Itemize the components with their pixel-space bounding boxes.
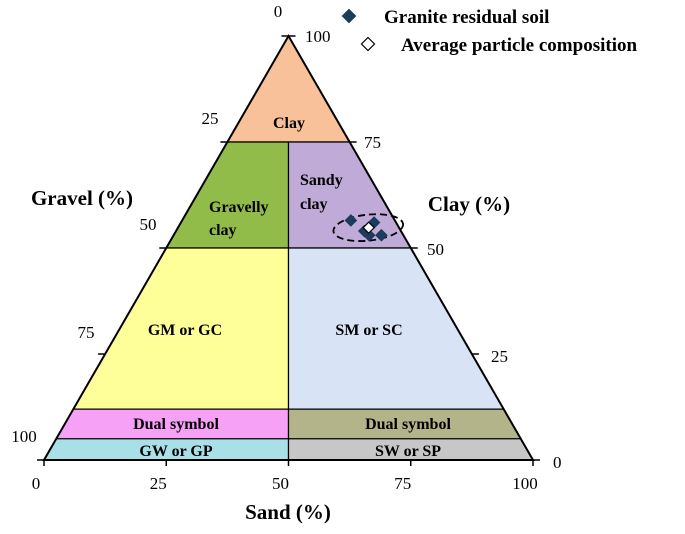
- legend-marker-average: [360, 36, 376, 52]
- average-point-1: [362, 221, 376, 234]
- clay-tick-label-0: 0: [553, 453, 562, 472]
- region-label-6: Dual symbol: [133, 416, 219, 433]
- legend-label-average: Average particle composition: [401, 35, 637, 56]
- clay-tick-label-50: 50: [427, 240, 444, 259]
- granite-point-5: [375, 228, 388, 242]
- sand-tick-label-50: 50: [272, 474, 289, 493]
- gravel-tick-label-25: 25: [202, 109, 219, 128]
- region-label-7: Dual symbol: [365, 416, 451, 433]
- region-label-9: SW or SP: [375, 443, 441, 460]
- legend-marker-granite: [341, 8, 357, 24]
- gravel-tick-label-100: 100: [11, 427, 37, 446]
- clay-tick-label-100: 100: [305, 27, 331, 46]
- region-label-1: Clay: [273, 115, 305, 132]
- region-label-3-1: Sandy: [300, 172, 343, 189]
- granite-point-1: [344, 214, 358, 227]
- region-label-4: GM or GC: [148, 322, 222, 339]
- region-label-5: SM or SC: [335, 322, 402, 339]
- sand-tick-label-75: 75: [394, 474, 411, 493]
- granite-point-4: [362, 228, 376, 242]
- region-label-3-2: clay: [300, 196, 328, 213]
- gravel-axis-title: Gravel (%): [31, 186, 133, 210]
- gravel-tick-label-50: 50: [140, 215, 157, 234]
- gravel-tick-label-0: 0: [274, 2, 283, 21]
- sand-tick-label-0: 0: [32, 474, 41, 493]
- legend-label-granite: Granite residual soil: [384, 7, 549, 28]
- region-label-8: GW or GP: [139, 443, 212, 460]
- sand-tick-label-100: 100: [512, 474, 538, 493]
- sand-tick-label-25: 25: [150, 474, 167, 493]
- gravel-tick-label-75: 75: [78, 323, 95, 342]
- clay-tick-label-25: 25: [491, 347, 508, 366]
- clay-axis-title: Clay (%): [428, 192, 510, 216]
- region-label-2-1: Gravelly: [209, 199, 269, 216]
- region-label-2-2: clay: [209, 222, 237, 239]
- clay-tick-label-75: 75: [364, 133, 381, 152]
- region-3: [287, 141, 412, 249]
- sand-axis-title: Sand (%): [245, 500, 331, 524]
